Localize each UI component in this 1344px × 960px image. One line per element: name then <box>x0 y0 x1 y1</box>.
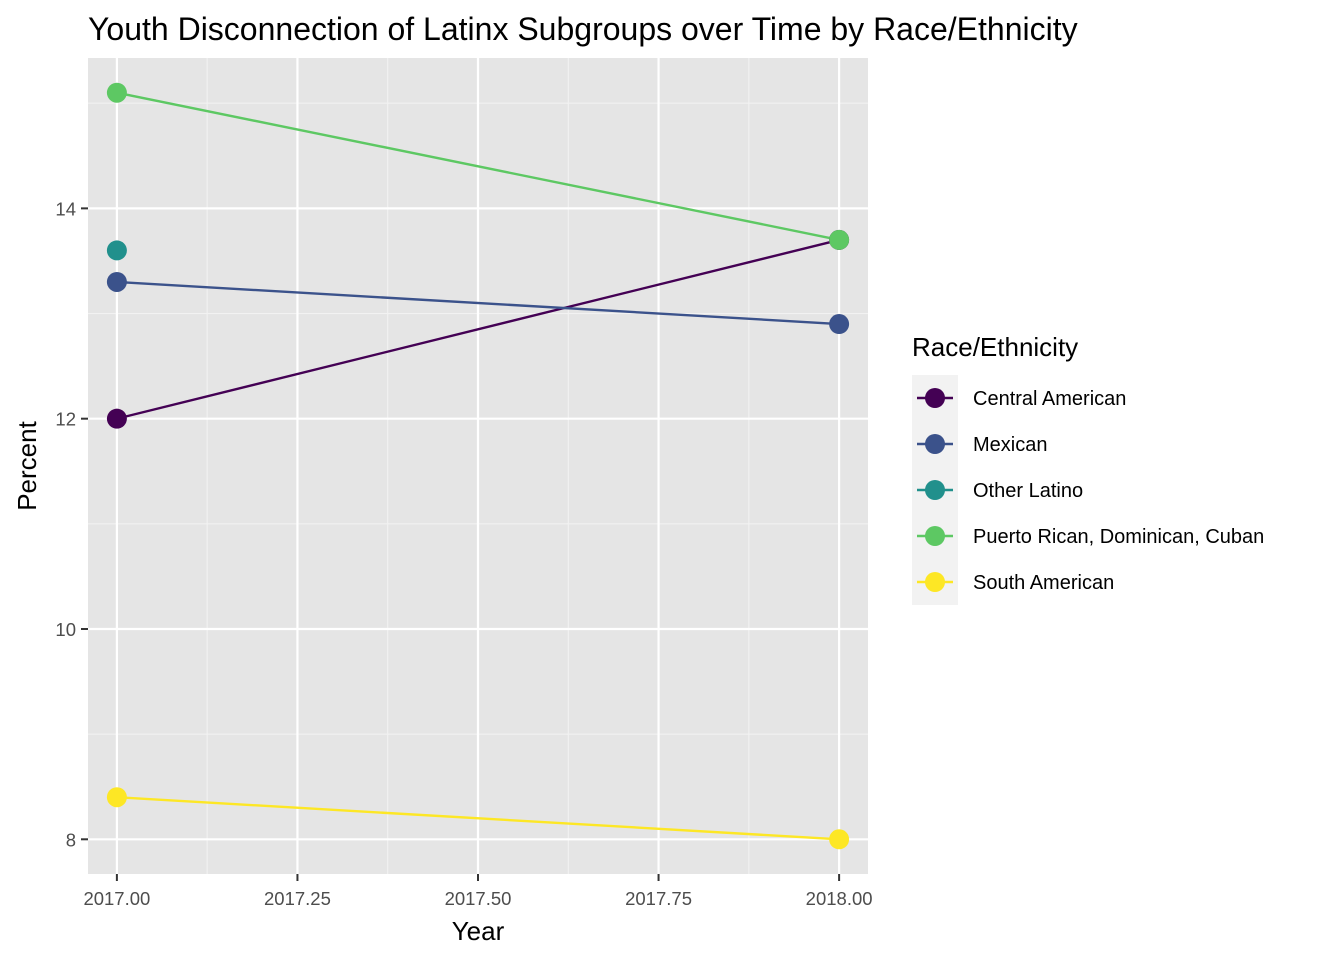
x-axis-title: Year <box>452 916 505 946</box>
x-tick-label: 2018.00 <box>806 888 873 909</box>
series-line <box>116 796 840 841</box>
chart-title: Youth Disconnection of Latinx Subgroups … <box>88 11 1078 47</box>
series-line <box>116 91 840 242</box>
legend: Race/Ethnicity Central American Mexican Ot… <box>912 332 1264 605</box>
legend-key-point <box>925 388 945 408</box>
x-tick-label: 2017.50 <box>445 888 512 909</box>
legend-label: Mexican <box>973 434 1047 456</box>
data-point <box>829 829 850 850</box>
y-tick-label: 10 <box>55 619 76 640</box>
x-tick-label: 2017.75 <box>625 888 692 909</box>
data-point <box>106 408 127 429</box>
legend-key-point <box>925 526 945 546</box>
legend-label: South American <box>973 572 1114 594</box>
series-line <box>116 280 840 326</box>
y-tick-label: 14 <box>55 198 76 219</box>
data-point <box>106 271 127 292</box>
x-tick-label: 2017.25 <box>264 888 331 909</box>
y-axis-title: Percent <box>12 420 42 510</box>
data-point <box>829 229 850 250</box>
series-layer <box>106 82 850 850</box>
legend-label: Puerto Rican, Dominican, Cuban <box>973 526 1264 548</box>
axes: 2017.00 2017.25 2017.50 2017.75 2018.00 8 10 12… <box>55 198 872 909</box>
legend-key-point <box>925 434 945 454</box>
series-line <box>116 238 840 420</box>
legend-label: Central American <box>973 388 1126 410</box>
x-tick-label: 2017.00 <box>83 888 150 909</box>
data-point <box>106 82 127 103</box>
legend-label: Other Latino <box>973 480 1083 502</box>
data-point <box>106 240 127 261</box>
data-point <box>106 787 127 808</box>
y-tick-label: 12 <box>55 409 76 430</box>
legend-title: Race/Ethnicity <box>912 332 1078 362</box>
y-tick-label: 8 <box>66 829 76 850</box>
legend-key-point <box>925 572 945 592</box>
legend-key-point <box>925 480 945 500</box>
data-point <box>829 314 850 335</box>
grid <box>88 58 868 874</box>
